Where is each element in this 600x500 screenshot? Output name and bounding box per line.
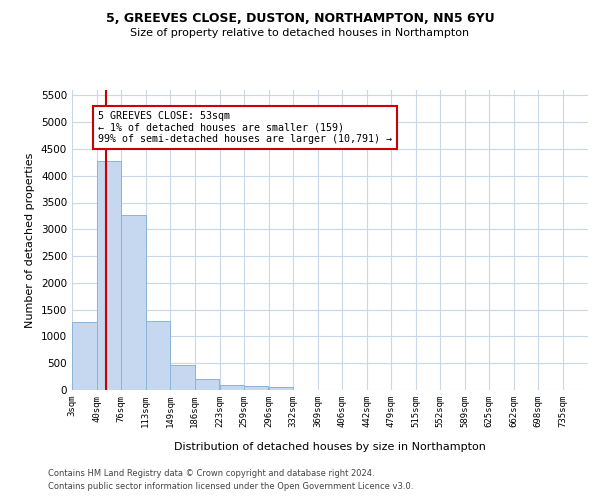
Bar (195, 380, 220, 390)
Text: Contains HM Land Registry data © Crown copyright and database right 2024.: Contains HM Land Registry data © Crown c… (48, 468, 374, 477)
Bar (97, 160, 121, 390)
Bar (170, 365, 194, 390)
Bar (121, 216, 146, 390)
Y-axis label: Number of detached properties: Number of detached properties (25, 152, 35, 328)
Bar (269, 387, 293, 390)
Bar (146, 322, 170, 390)
Text: 5, GREEVES CLOSE, DUSTON, NORTHAMPTON, NN5 6YU: 5, GREEVES CLOSE, DUSTON, NORTHAMPTON, N… (106, 12, 494, 26)
Text: 5 GREEVES CLOSE: 53sqm
← 1% of detached houses are smaller (159)
99% of semi-det: 5 GREEVES CLOSE: 53sqm ← 1% of detached … (98, 111, 392, 144)
Bar (244, 386, 268, 390)
Text: Distribution of detached houses by size in Northampton: Distribution of detached houses by size … (174, 442, 486, 452)
Text: Size of property relative to detached houses in Northampton: Size of property relative to detached ho… (130, 28, 470, 38)
Bar (72, 322, 97, 390)
Text: Contains public sector information licensed under the Open Government Licence v3: Contains public sector information licen… (48, 482, 413, 491)
Bar (220, 384, 244, 390)
